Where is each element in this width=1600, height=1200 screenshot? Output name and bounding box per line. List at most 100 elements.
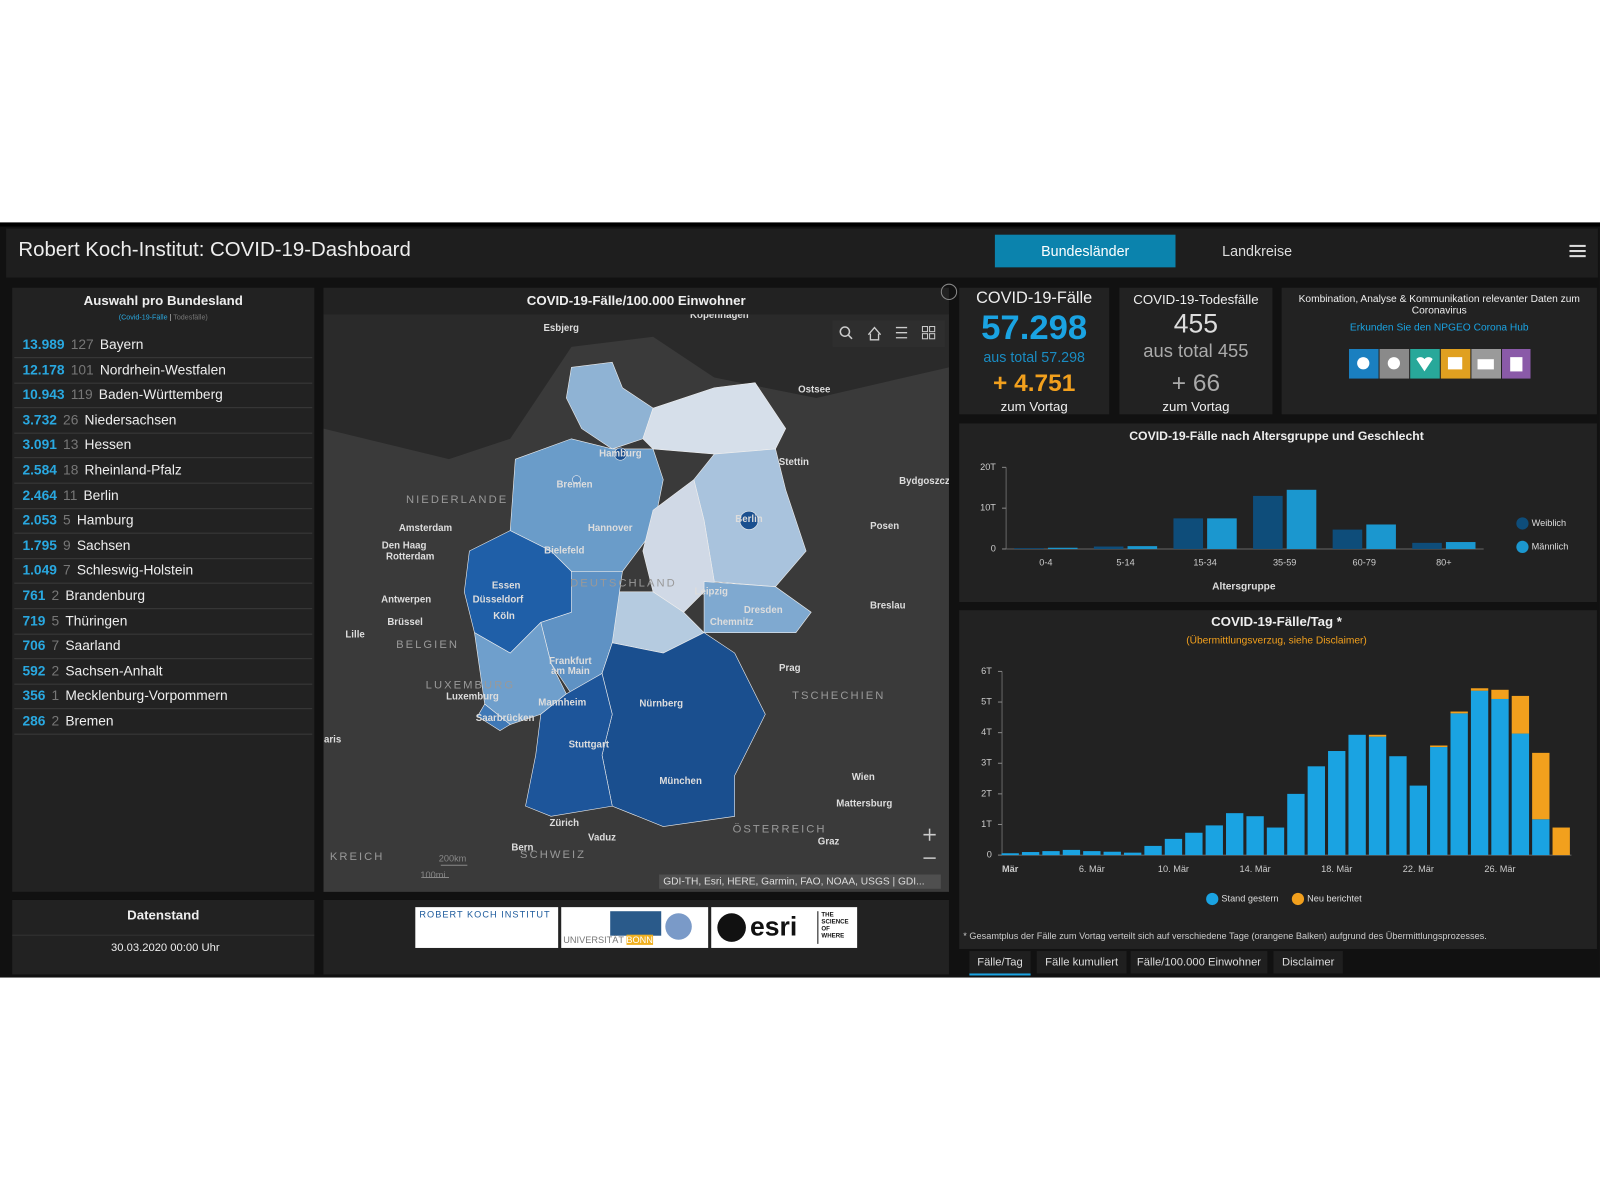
y-tick-label: 3T (981, 758, 992, 768)
state-row[interactable]: 3.732 26 Niedersachsen (14, 410, 313, 434)
chart-subtitle: (Übermittlungsverzug, siehe Disclaimer) (1186, 634, 1367, 646)
deaths-value: 455 (1173, 308, 1219, 339)
cases-panel (959, 287, 1110, 415)
daily-tab[interactable]: Fälle kumuliert (1036, 951, 1127, 974)
map-label: Dresden (744, 605, 783, 616)
hub-link[interactable]: Erkunden Sie den NPGEO Corona Hub (1349, 322, 1529, 334)
map-label: Lille (345, 629, 365, 640)
bar (1127, 546, 1158, 549)
state-row[interactable]: 761 2 Brandenburg (14, 586, 313, 610)
bar-segment (1348, 734, 1366, 856)
bar-segment (1287, 793, 1305, 856)
state-name: Rheinland-Pfalz (84, 462, 182, 478)
map-label: NIEDERLANDE (406, 494, 508, 506)
cases-value: 57.298 (981, 308, 1088, 347)
map-label: Bremen (556, 479, 592, 490)
legend-label: Männlich (1532, 541, 1569, 551)
menu-icon[interactable] (1569, 243, 1587, 261)
state-cases: 12.178 (22, 361, 65, 378)
state-name: Thüringen (65, 612, 128, 629)
state-row[interactable]: 1.795 9 Sachsen (14, 536, 313, 559)
state-deaths: 2 (51, 587, 60, 604)
state-row[interactable]: 2.464 11 Berlin (14, 485, 313, 509)
x-tick-label: 15-34 (1193, 558, 1216, 568)
hub-icons[interactable] (1348, 348, 1531, 380)
state-row[interactable]: 10.943 119 Baden-Württemberg (14, 385, 313, 409)
state-row[interactable]: 592 2 Sachsen-Anhalt (14, 661, 313, 685)
map-label: ÖSTERREICH (733, 824, 827, 836)
state-cases: 719 (22, 612, 46, 629)
tab-bundeslaender[interactable]: Bundesländer (994, 234, 1176, 268)
states-title: Auswahl pro Bundesland (83, 292, 243, 309)
tab-landkreise[interactable]: Landkreise (1222, 242, 1293, 260)
map[interactable]: Esbjerg Kopenhagen Ostsee Hamburg Stettin Byd… (323, 314, 949, 892)
daily-tab[interactable]: Fälle/Tag (969, 951, 1031, 976)
y-tick-label: 6T (981, 666, 992, 676)
state-row[interactable]: 2.584 18 Rheinland-Pfalz (14, 460, 313, 484)
state-row[interactable]: 1.049 7 Schleswig-Holstein (14, 561, 313, 585)
hub-text: Kombination, Analyse & Kommunikation rel… (1298, 293, 1580, 317)
state-row[interactable]: 12.178 101 Nordrhein-Westfalen (14, 360, 313, 384)
state-name: Bremen (65, 713, 114, 729)
map-label: Saarbrücken (476, 713, 535, 724)
state-cases: 3.091 (22, 437, 57, 453)
daily-tab[interactable]: Fälle/100.000 Einwohner (1130, 951, 1268, 974)
states-panel (12, 287, 315, 892)
state-name: Hamburg (76, 512, 134, 528)
state-cases: 2.053 (22, 512, 57, 528)
map-label: Brüssel (387, 617, 423, 628)
map-label: Posen (870, 521, 899, 532)
legend-sep: | (167, 314, 174, 322)
state-cases: 356 (22, 688, 46, 704)
bar-segment (1430, 745, 1448, 748)
bar-segment (1491, 689, 1509, 699)
cases-title: COVID-19-Fälle (976, 289, 1093, 308)
state-row[interactable]: 706 7 Saarland (14, 636, 313, 660)
map-label: KREICH (330, 851, 385, 863)
y-tick-label: 2T (981, 788, 992, 798)
state-deaths: 2 (51, 713, 60, 729)
legend-cases: (Covid-19-Fälle (118, 314, 168, 322)
map-label: Bielefeld (544, 546, 584, 557)
map-label: Düsseldorf (473, 595, 524, 606)
state-deaths: 7 (51, 637, 60, 654)
state-row[interactable]: 356 1 Mecklenburg-Vorpommern (14, 686, 313, 710)
esri-text: esri (749, 911, 798, 942)
expand-icon[interactable] (940, 283, 958, 300)
bonn-text: UNIVERSITÄT BONN (563, 934, 653, 945)
x-tick-label: 14. Mär (1240, 864, 1271, 874)
esri-logo: esri THE SCIENCE OF WHERE (711, 907, 858, 948)
map-label: München (659, 776, 702, 787)
state-name: Hessen (84, 437, 132, 453)
state-cases: 1.795 (22, 537, 57, 553)
map-label: DEUTSCHLAND (570, 578, 677, 590)
y-tick-label: 0 (987, 850, 992, 860)
map-label: Mannheim (538, 698, 586, 709)
header (6, 228, 1598, 278)
state-row[interactable]: 2.053 5 Hamburg (14, 510, 313, 534)
bar-segment (1307, 766, 1325, 856)
bar-segment (1328, 751, 1346, 856)
top-border (0, 222, 1600, 227)
state-row[interactable]: 286 2 Bremen (14, 711, 313, 735)
states-legend: (Covid-19-Fälle | Todesfälle) (12, 314, 314, 321)
legend-label: Stand gestern (1221, 893, 1278, 903)
state-row[interactable]: 13.989 127 Bayern (14, 335, 313, 359)
scale-km: 200km (439, 854, 467, 864)
state-row[interactable]: 719 5 Thüringen (14, 611, 313, 635)
state-row[interactable]: 3.091 13 Hessen (14, 435, 313, 459)
bonn-city: BONN (626, 934, 653, 945)
map-label: am Main (551, 666, 590, 677)
esri-slogan: THE SCIENCE OF WHERE (821, 912, 849, 940)
x-tick-label: 6. Mär (1079, 864, 1105, 874)
datenstand-panel (12, 899, 315, 975)
map-label: Kopenhagen (690, 314, 749, 321)
state-name: Brandenburg (65, 587, 146, 604)
legend-swatch (1291, 892, 1305, 906)
daily-tab[interactable]: Disclaimer (1273, 951, 1343, 974)
x-tick-label: 5-14 (1116, 558, 1134, 568)
state-deaths: 7 (63, 562, 71, 578)
x-tick-label: Mär (1002, 864, 1019, 874)
bar-segment (1226, 813, 1244, 856)
state-name: Mecklenburg-Vorpommern (65, 688, 228, 704)
